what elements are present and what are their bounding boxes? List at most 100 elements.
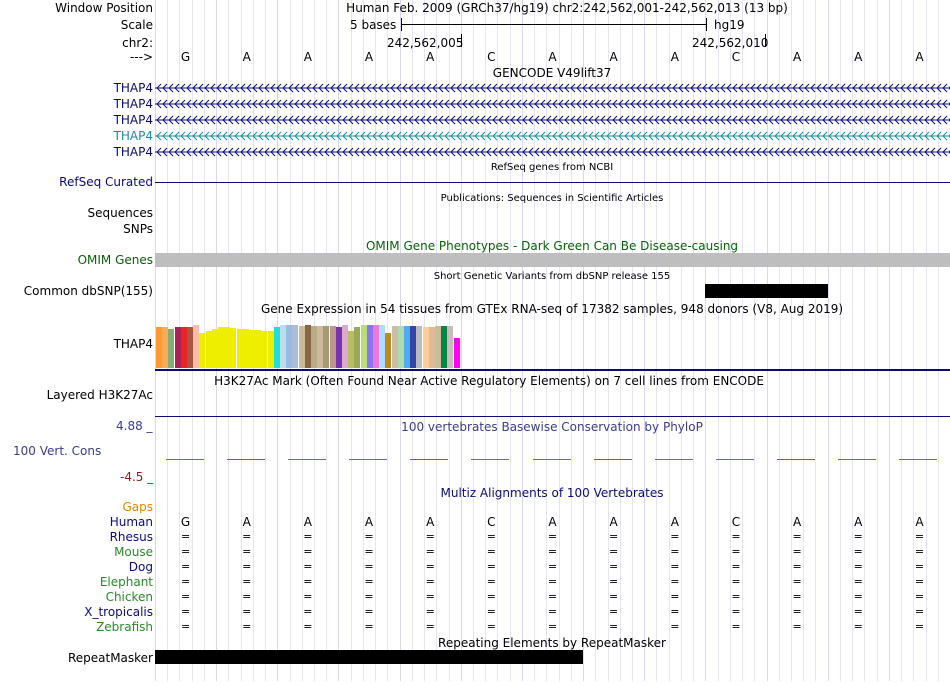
- gtex-tissue-bar[interactable]: [428, 327, 435, 368]
- strand-arrow: [444, 83, 450, 93]
- gtex-tissue-bar[interactable]: [410, 326, 417, 368]
- strand-arrow: [588, 147, 594, 157]
- strand-arrow: [600, 147, 606, 157]
- gtex-tissue-bar[interactable]: [261, 331, 268, 368]
- gtex-tissue-bar[interactable]: [304, 325, 311, 368]
- strand-arrow: [204, 147, 210, 157]
- gencode-track-label[interactable]: THAP4: [113, 81, 153, 95]
- gtex-tissue-bar[interactable]: [354, 327, 361, 368]
- gtex-tissue-bar[interactable]: [211, 329, 218, 368]
- gtex-tissue-bar[interactable]: [224, 327, 231, 368]
- strand-arrow: [654, 147, 660, 157]
- gtex-tissue-bar[interactable]: [267, 331, 274, 368]
- strand-arrow: [336, 99, 342, 109]
- gtex-tissue-bar[interactable]: [416, 326, 423, 368]
- gencode-transcript-arrows[interactable]: [155, 115, 950, 125]
- strand-arrow: [408, 115, 414, 125]
- omim-label[interactable]: OMIM Genes: [77, 253, 153, 267]
- gtex-tissue-bar[interactable]: [298, 326, 305, 368]
- gtex-tissue-bar[interactable]: [273, 327, 280, 368]
- gtex-tissue-bar[interactable]: [286, 325, 293, 368]
- gencode-track-label[interactable]: THAP4: [113, 97, 153, 111]
- gencode-transcript-arrows[interactable]: [155, 147, 950, 157]
- gtex-tissue-bar[interactable]: [193, 325, 200, 368]
- gtex-tissue-bar[interactable]: [280, 325, 286, 368]
- strand-arrow: [942, 131, 948, 141]
- strand-arrow: [696, 115, 702, 125]
- gtex-tissue-bar[interactable]: [156, 327, 162, 368]
- gtex-tissue-bar[interactable]: [199, 333, 206, 368]
- gtex-chart[interactable]: [155, 318, 535, 368]
- gtex-tissue-bar[interactable]: [323, 326, 330, 368]
- gtex-tissue-bar[interactable]: [230, 328, 237, 368]
- gtex-tissue-bar[interactable]: [218, 327, 224, 368]
- gtex-tissue-bar[interactable]: [162, 327, 169, 368]
- gtex-tissue-bar[interactable]: [249, 330, 255, 368]
- gtex-tissue-bar[interactable]: [205, 331, 212, 368]
- gtex-label[interactable]: THAP4: [113, 337, 153, 351]
- track-area[interactable]: Human Feb. 2009 (GRCh37/hg19) chr2:242,5…: [155, 0, 950, 681]
- strand-arrow: [906, 99, 912, 109]
- gtex-tissue-bar[interactable]: [180, 327, 187, 368]
- alignment-match: =: [792, 560, 802, 573]
- snps-label[interactable]: SNPs: [123, 222, 153, 236]
- strand-arrow: [186, 131, 192, 141]
- strand-arrow: [846, 99, 852, 109]
- refseq-line[interactable]: [155, 182, 950, 183]
- gtex-tissue-bar[interactable]: [453, 338, 460, 368]
- dbsnp-variant[interactable]: [705, 284, 828, 298]
- gtex-tissue-bar[interactable]: [366, 325, 373, 368]
- strand-arrow: [210, 115, 216, 125]
- strand-arrow: [732, 99, 738, 109]
- strand-arrow: [558, 131, 564, 141]
- repeatmasker-element[interactable]: [155, 650, 583, 664]
- strand-arrow: [762, 99, 768, 109]
- conservation-label[interactable]: 100 Vert. Cons: [13, 444, 102, 458]
- refseq-label[interactable]: RefSeq Curated: [59, 175, 153, 189]
- alignment-match: =: [792, 530, 802, 543]
- gtex-tissue-bar[interactable]: [317, 326, 324, 368]
- gtex-tissue-bar[interactable]: [342, 325, 348, 368]
- strand-arrow: [708, 83, 714, 93]
- strand-arrow: [690, 115, 696, 125]
- gencode-transcript-arrows[interactable]: [155, 83, 950, 93]
- gtex-tissue-bar[interactable]: [360, 325, 367, 368]
- gtex-tissue-bar[interactable]: [385, 333, 392, 368]
- gtex-tissue-bar[interactable]: [335, 327, 342, 368]
- gtex-tissue-bar[interactable]: [292, 325, 299, 368]
- gtex-tissue-bar[interactable]: [441, 326, 448, 368]
- omim-bar[interactable]: [155, 253, 950, 267]
- dbsnp-label[interactable]: Common dbSNP(155): [23, 284, 153, 298]
- gtex-tissue-bar[interactable]: [404, 326, 410, 368]
- gencode-track-label[interactable]: THAP4: [113, 113, 153, 127]
- gencode-track-label[interactable]: THAP4: [113, 145, 153, 159]
- strand-arrow: [462, 99, 468, 109]
- sequences-label[interactable]: Sequences: [87, 206, 153, 220]
- gtex-tissue-bar[interactable]: [236, 329, 243, 368]
- strand-arrow: [912, 83, 918, 93]
- gtex-tissue-bar[interactable]: [435, 326, 441, 368]
- gtex-tissue-bar[interactable]: [187, 327, 193, 368]
- gtex-tissue-bar[interactable]: [168, 329, 175, 368]
- gtex-tissue-bar[interactable]: [329, 326, 336, 368]
- gencode-transcript-arrows[interactable]: [155, 131, 950, 141]
- alignment-match: =: [792, 605, 802, 618]
- gtex-tissue-bar[interactable]: [373, 325, 379, 368]
- gtex-tissue-bar[interactable]: [174, 327, 181, 368]
- strand-arrow: [354, 83, 360, 93]
- gtex-tissue-bar[interactable]: [311, 326, 317, 368]
- conservation-score-mark: [226, 459, 265, 460]
- gtex-tissue-bar[interactable]: [255, 330, 262, 368]
- gtex-tissue-bar[interactable]: [422, 327, 429, 368]
- h3k27ac-label[interactable]: Layered H3K27Ac: [46, 388, 153, 402]
- gtex-tissue-bar[interactable]: [379, 325, 386, 368]
- gtex-tissue-bar[interactable]: [242, 329, 249, 368]
- alignment-match: =: [242, 620, 252, 633]
- gtex-tissue-bar[interactable]: [391, 326, 398, 368]
- gtex-tissue-bar[interactable]: [447, 326, 454, 368]
- gtex-tissue-bar[interactable]: [348, 331, 355, 368]
- gencode-transcript-arrows[interactable]: [155, 99, 950, 109]
- gtex-tissue-bar[interactable]: [397, 326, 404, 368]
- gencode-track-label[interactable]: THAP4: [113, 129, 153, 143]
- repeatmasker-label[interactable]: RepeatMasker: [67, 651, 153, 665]
